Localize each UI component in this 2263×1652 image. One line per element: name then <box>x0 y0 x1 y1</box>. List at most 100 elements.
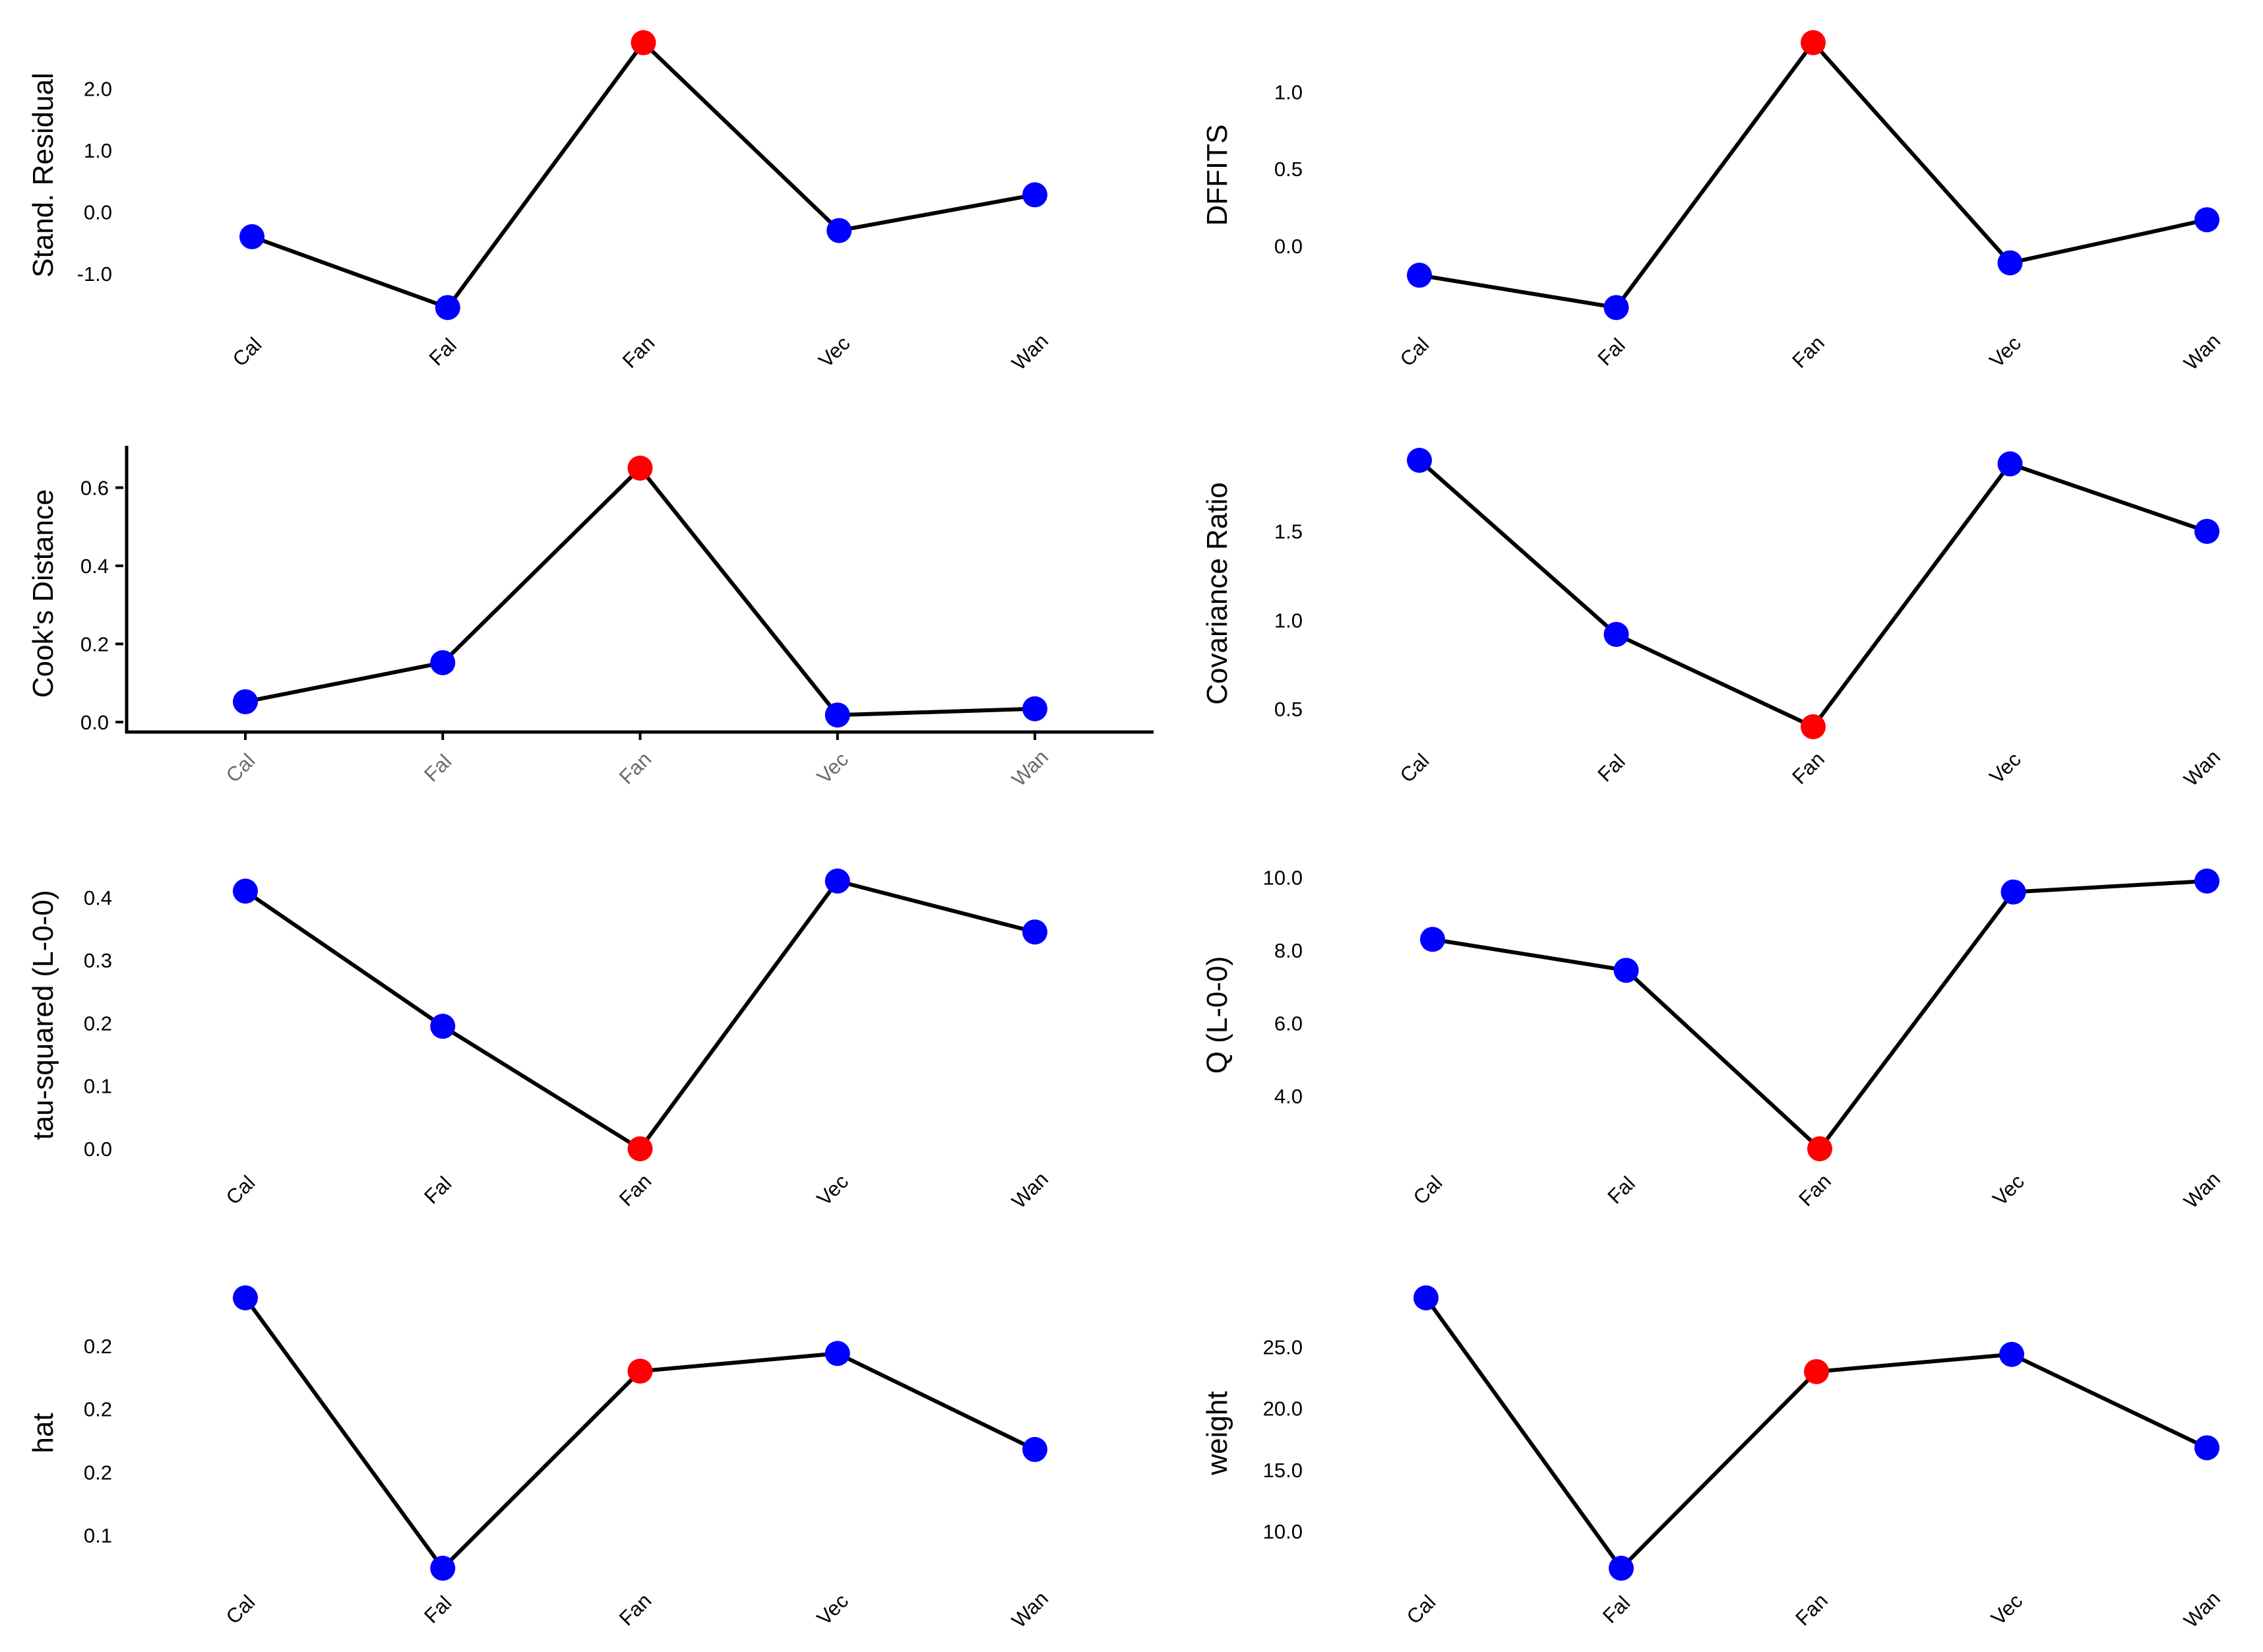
y-tick-label: 0.0 <box>1274 235 1303 258</box>
x-tick-label: Fan <box>1787 331 1829 373</box>
x-tick-label: Fal <box>419 1172 456 1208</box>
y-axis-label: Cook's Distance <box>27 489 59 698</box>
x-tick-label: Fan <box>615 747 656 789</box>
x-tick-label: Wan <box>2179 1587 2225 1632</box>
x-tick-label: Fan <box>1794 1169 1836 1211</box>
data-point <box>1999 1341 2024 1367</box>
chart-svg: Covariance Ratio 0.5 1.0 1.5 Cal Fal Fan Vec Wan <box>1201 448 2225 791</box>
x-tick-label: Fan <box>618 331 660 373</box>
x-tick-label: Fal <box>1593 750 1629 786</box>
series-line <box>243 466 1037 718</box>
chart-svg: tau-squared (L-0-0) 0.0 0.1 0.2 0.3 0.4 Cal Fal… <box>27 869 1053 1213</box>
x-tick-label: Fan <box>615 1589 656 1630</box>
x-tick-label: Cal <box>228 333 266 371</box>
y-axis-label: hat <box>27 1413 59 1453</box>
series-line <box>250 40 1037 310</box>
x-tick-label: Wan <box>2179 1167 2225 1213</box>
data-point <box>2194 518 2219 544</box>
y-tick-label: 0.5 <box>1274 698 1303 721</box>
data-point <box>233 878 258 904</box>
data-point <box>1022 919 1047 945</box>
y-tick-label: 25.0 <box>1263 1336 1303 1359</box>
y-tick-label: 0.0 <box>84 201 112 224</box>
x-tick-label: Wan <box>1007 745 1053 791</box>
x-tick-label: Wan <box>1007 329 1053 375</box>
data-point <box>239 224 264 249</box>
chart-svg: Q (L-0-0) 4.0 6.0 8.0 10.0 Cal Fal Fan Vec Wan <box>1201 866 2225 1213</box>
data-point <box>1022 182 1047 208</box>
data-point <box>1420 927 1445 952</box>
series-line <box>1431 879 2209 1151</box>
x-tick-label: Vec <box>1987 1589 2027 1630</box>
data-point <box>1613 958 1639 983</box>
y-axis-label: Stand. Residual <box>27 73 59 278</box>
panel-cook-s-distance: Cook's Distance 0.0 0.2 0.4 0.6 Cal Fal Fan Vec W… <box>0 409 1154 818</box>
y-tick-label: 1.0 <box>1274 80 1303 104</box>
x-tick-label: Fal <box>419 750 456 786</box>
data-point <box>1609 1556 1634 1581</box>
x-tick-label: Cal <box>1409 1171 1447 1209</box>
data-point-highlighted <box>627 1359 653 1384</box>
y-tick-label: 1.0 <box>1274 609 1303 632</box>
data-point-highlighted <box>1804 1359 1829 1384</box>
panel-weight: weight 10.0 15.0 20.0 25.0 Cal Fal Fan Vec Wan <box>1174 1227 2263 1652</box>
chart-svg: DFFITS 0.0 0.5 1.0 Cal Fal Fan Vec Wan <box>1201 30 2225 375</box>
y-tick-label: 0.3 <box>84 949 112 972</box>
x-tick-label: Cal <box>1402 1591 1441 1629</box>
y-tick-label: 0.0 <box>80 711 109 734</box>
panel-q-l-0-0: Q (L-0-0) 4.0 6.0 8.0 10.0 Cal Fal Fan Vec Wan <box>1174 818 2263 1227</box>
data-point <box>2000 879 2026 905</box>
y-tick-label: 0.5 <box>1274 158 1303 181</box>
y-tick-label: 0.1 <box>84 1524 112 1547</box>
series-line <box>1417 458 2209 729</box>
data-point <box>1997 250 2023 276</box>
y-tick-label: 10.0 <box>1263 1520 1303 1543</box>
data-point-highlighted <box>627 1136 653 1161</box>
series-line <box>1424 1296 2209 1570</box>
data-point <box>824 702 850 728</box>
x-tick-label: Vec <box>814 332 854 372</box>
data-point <box>824 869 850 894</box>
x-tick-label: Cal <box>222 1171 260 1209</box>
y-axis-label: Q (L-0-0) <box>1201 956 1233 1074</box>
y-tick-label: 0.2 <box>84 1012 112 1035</box>
y-tick-label: 20.0 <box>1263 1397 1303 1421</box>
y-tick-label: 0.2 <box>84 1461 112 1484</box>
x-tick-label: Vec <box>1988 1170 2028 1210</box>
data-point <box>233 1285 258 1310</box>
data-point <box>2194 1435 2219 1461</box>
data-point-highlighted <box>1807 1136 1832 1161</box>
y-tick-label: 4.0 <box>1274 1085 1303 1108</box>
y-tick-label: 0.2 <box>84 1335 112 1358</box>
y-tick-label: 0.0 <box>84 1138 112 1161</box>
y-axis-label: weight <box>1201 1391 1233 1475</box>
panel-tau-squared-l-0-0: tau-squared (L-0-0) 0.0 0.1 0.2 0.3 0.4 Cal Fal… <box>0 818 1131 1227</box>
x-tick-label: Wan <box>1007 1167 1053 1213</box>
x-tick-label: Vec <box>1985 332 2025 372</box>
x-tick-label: Fan <box>1787 747 1829 789</box>
series-line <box>1417 40 2209 310</box>
data-point <box>1022 696 1047 721</box>
data-point <box>1407 448 1432 473</box>
x-tick-label: Cal <box>222 1591 260 1629</box>
y-tick-label: 15.0 <box>1263 1459 1303 1482</box>
x-tick-label: Wan <box>2179 745 2225 791</box>
y-tick-label: -1.0 <box>77 262 112 286</box>
y-axis-label: DFFITS <box>1201 125 1233 226</box>
data-point <box>2194 869 2219 894</box>
data-point-highlighted <box>1801 714 1826 739</box>
x-tick-label: Vec <box>813 748 853 788</box>
x-tick-label: Fal <box>1603 1172 1639 1208</box>
data-point <box>1603 295 1629 321</box>
chart-svg: weight 10.0 15.0 20.0 25.0 Cal Fal Fan Vec Wan <box>1201 1285 2225 1632</box>
data-point <box>430 650 456 675</box>
x-tick-label: Wan <box>2179 329 2225 375</box>
data-point <box>2194 207 2219 233</box>
y-tick-label: 2.0 <box>84 78 112 101</box>
series-line <box>243 1296 1037 1570</box>
data-point <box>1022 1436 1047 1462</box>
x-tick-label: Cal <box>222 749 260 787</box>
data-point <box>430 1556 456 1581</box>
y-tick-label: 0.2 <box>80 632 109 656</box>
